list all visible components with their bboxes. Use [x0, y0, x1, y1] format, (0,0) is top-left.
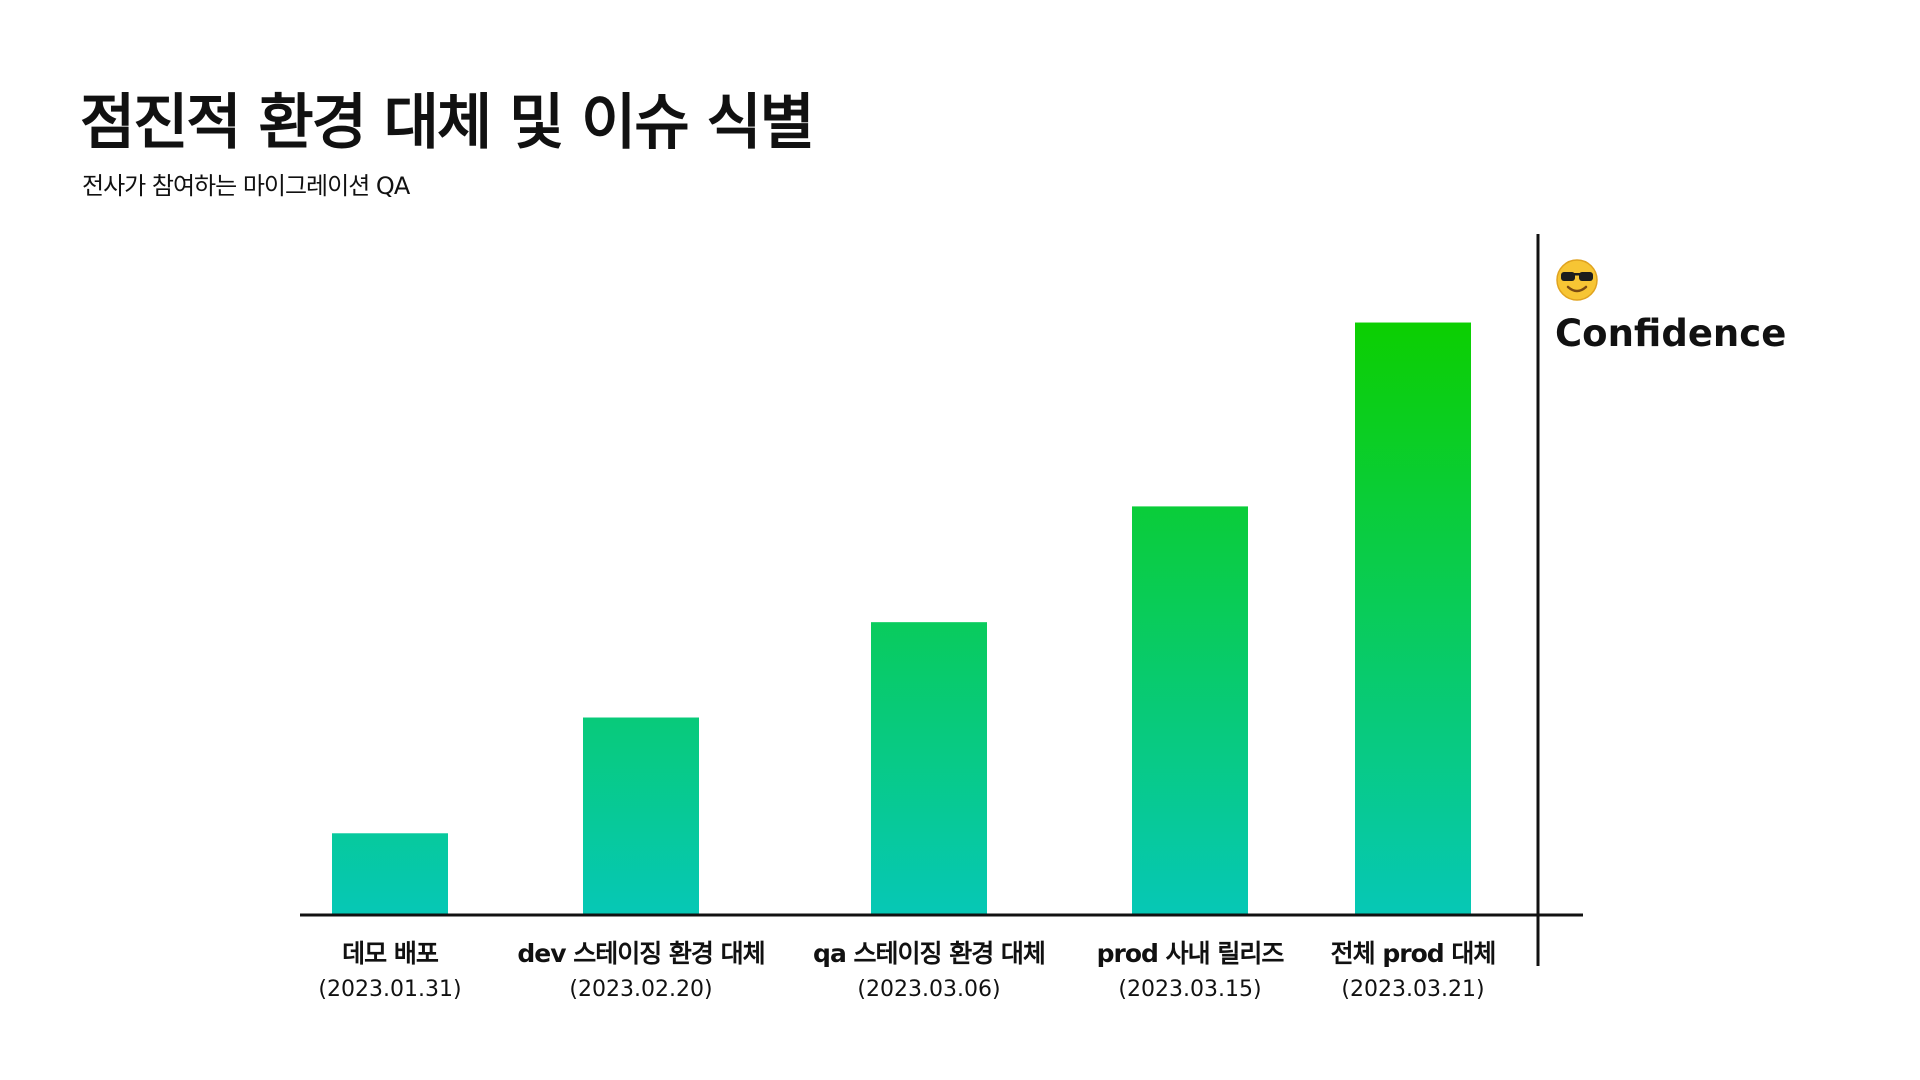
sunglasses-smiley-icon [1556, 259, 1598, 301]
category-label-3: qa 스테이징 환경 대체 [813, 939, 1045, 968]
bar-5 [1355, 322, 1471, 915]
bar-2 [583, 717, 699, 915]
bar-3 [871, 622, 987, 915]
bar-1 [332, 833, 448, 915]
confidence-axis-label: Confidence [1555, 258, 1885, 355]
category-labels-group: 데모 배포 (2023.01.31) dev 스테이징 환경 대체 (2023.02.… [318, 939, 1496, 1002]
category-label-1: 데모 배포 [342, 939, 439, 968]
date-label-5: (2023.03.21) [1341, 977, 1484, 1002]
category-label-2: dev 스테이징 환경 대체 [517, 939, 764, 968]
category-label-5: 전체 prod 대체 [1331, 939, 1496, 968]
date-label-4: (2023.03.15) [1118, 977, 1261, 1002]
date-label-3: (2023.03.06) [857, 977, 1000, 1002]
confidence-label: Confidence [1555, 312, 1787, 355]
date-label-2: (2023.02.20) [569, 977, 712, 1002]
category-label-4: prod 사내 릴리즈 [1097, 939, 1285, 968]
bars-group [332, 322, 1471, 915]
page-title: 점진적 환경 대체 및 이슈 식별 [80, 88, 815, 158]
date-label-1: (2023.01.31) [318, 977, 461, 1002]
page-subtitle: 전사가 참여하는 마이그레이션 QA [82, 172, 410, 200]
bar-4 [1132, 506, 1248, 915]
